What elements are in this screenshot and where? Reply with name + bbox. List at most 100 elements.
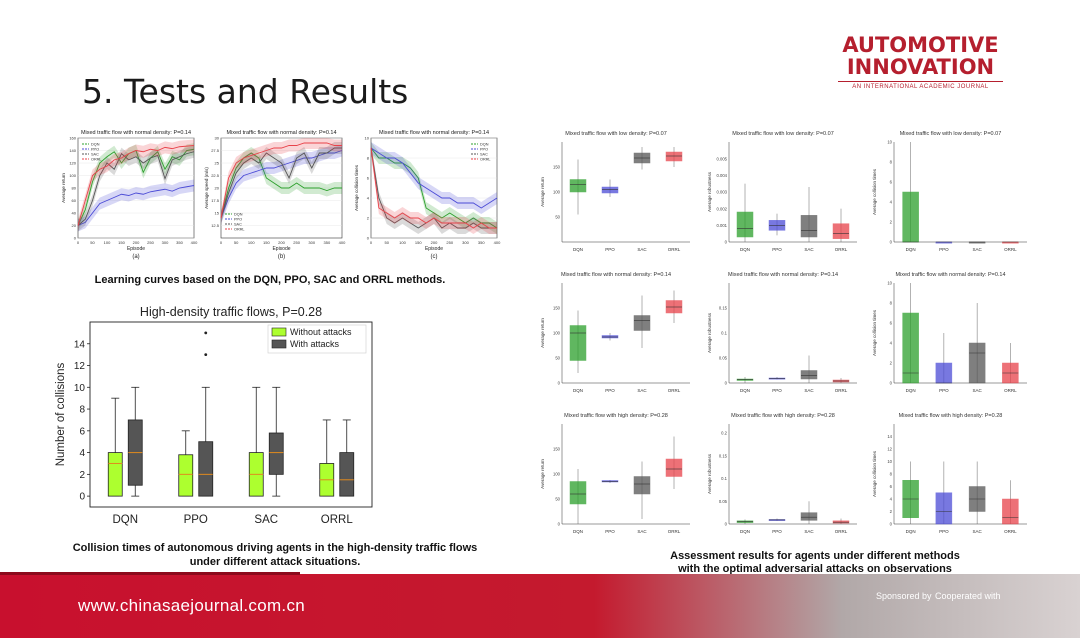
panel-label: (a)	[132, 254, 139, 260]
legend-label: SAC	[91, 153, 99, 157]
y-tick-label: 4	[79, 448, 85, 459]
y-tick-label: 6	[890, 321, 893, 326]
box-ppo	[935, 362, 953, 384]
x-tick-label: SAC	[972, 247, 982, 252]
y-tick-label: 10	[887, 459, 892, 464]
box-sac-with	[268, 432, 284, 475]
panel-label: (b)	[278, 254, 285, 260]
y-tick-label: 0.003	[717, 190, 728, 195]
x-tick-label: SAC	[972, 529, 982, 534]
y-tick-label: 0.004	[717, 173, 728, 178]
assessment-caption-line-2: with the optimal adversarial attacks on …	[678, 563, 952, 574]
chart-title: Mixed traffic flow with normal density: …	[728, 272, 838, 278]
box-dqn-without	[107, 452, 123, 497]
x-tick-label: DQN	[112, 514, 138, 526]
legend-label: With attacks	[290, 339, 340, 349]
chart-title: Mixed traffic flow with normal density: …	[895, 272, 1005, 278]
y-tick-label: 0.1	[721, 331, 727, 336]
chart-title: Mixed traffic flow with normal density: …	[226, 130, 336, 136]
collision-caption-line-2: under different attack situations.	[189, 556, 361, 568]
chart-title: Mixed traffic flow with high density: P=…	[564, 413, 668, 419]
y-tick-label: 4	[890, 497, 893, 502]
assessment-chart-high-return: Mixed traffic flow with high density: P=…	[540, 413, 690, 534]
series-band-orrl	[78, 139, 194, 232]
series-band-sac	[221, 142, 342, 224]
series-band-ppo	[221, 144, 342, 224]
y-tick-label: 10	[887, 140, 892, 145]
high-density-collision-boxplot: High-density traffic flows, P=0.28 0 2 4 6 8 1…	[55, 305, 373, 526]
footer-bar	[0, 574, 1080, 638]
y-tick-label: 0	[890, 381, 893, 386]
y-tick-label: 50	[555, 356, 560, 361]
x-tick-label: 50	[234, 240, 239, 245]
box-sac	[800, 215, 818, 238]
x-tick-label: PPO	[939, 247, 949, 252]
y-tick-label: 14	[887, 434, 892, 439]
y-tick-label: 20	[215, 186, 220, 191]
assessment-chart-low-return: Mixed traffic flow with low density: P=0…	[540, 131, 690, 252]
y-tick-label: 14	[74, 339, 86, 350]
legend-label: SAC	[234, 223, 242, 227]
x-tick-label: ORRL	[835, 247, 848, 252]
x-tick-label: 250	[293, 240, 300, 245]
y-axis-label: Average return	[61, 173, 66, 203]
x-tick-label: ORRL	[835, 388, 848, 393]
legend-label: ORRL	[480, 158, 491, 162]
y-tick-label: 8	[890, 160, 893, 165]
y-tick-label: 150	[553, 306, 561, 311]
legend-label: DQN	[234, 213, 243, 217]
y-tick-label: 0.05	[719, 499, 728, 504]
assessment-chart-normal-robustness: Mixed traffic flow with normal density: …	[707, 272, 857, 393]
series-band-ppo	[371, 142, 497, 214]
y-tick-label: 0	[558, 522, 561, 527]
box-dqn	[902, 312, 919, 384]
x-tick-label: ORRL	[668, 529, 681, 534]
y-tick-label: 10	[74, 383, 86, 394]
x-tick-label: 300	[162, 240, 169, 245]
x-tick-label: 350	[478, 240, 485, 245]
y-tick-label: 17.5	[211, 198, 220, 203]
y-tick-label: 50	[555, 497, 560, 502]
y-tick-label: 6	[367, 176, 370, 181]
x-tick-label: ORRL	[321, 514, 354, 526]
box-ppo-with	[198, 441, 214, 497]
y-tick-label: 0	[890, 240, 893, 245]
y-axis-label: Average speed (m/s)	[204, 167, 209, 209]
y-tick-label: 50	[555, 215, 560, 220]
x-tick-label: ORRL	[835, 529, 848, 534]
y-axis-label: Number of collisions	[55, 362, 67, 466]
y-tick-label: 8	[890, 472, 893, 477]
assessment-chart-high-collision: Mixed traffic flow with high density: P=…	[872, 413, 1027, 534]
footer-accent-stripe	[0, 572, 300, 575]
y-axis-label: Average return	[540, 459, 545, 489]
x-tick-label: PPO	[605, 388, 615, 393]
y-tick-label: 0	[725, 522, 728, 527]
series-band-orrl	[371, 142, 497, 234]
x-tick-label: 50	[385, 240, 390, 245]
y-tick-label: 100	[553, 331, 561, 336]
legend-label: DQN	[480, 143, 489, 147]
series-band-dqn	[78, 143, 194, 232]
legend-label: ORRL	[234, 228, 245, 232]
x-tick-label: 350	[324, 240, 331, 245]
x-tick-label: 250	[147, 240, 154, 245]
box-dqn	[736, 211, 754, 238]
y-tick-label: 22.5	[211, 173, 220, 178]
x-tick-label: SAC	[254, 514, 278, 526]
x-tick-label: 400	[191, 240, 198, 245]
chart-title: High-density traffic flows, P=0.28	[140, 305, 322, 319]
y-tick-label: 0	[367, 236, 370, 241]
series-line-sac	[220, 147, 342, 219]
y-tick-label: 0.05	[719, 356, 728, 361]
x-tick-label: 0	[77, 240, 80, 245]
x-tick-label: ORRL	[1004, 388, 1017, 393]
y-tick-label: 2	[890, 509, 893, 514]
x-tick-label: 400	[339, 240, 346, 245]
x-axis-label: Episode	[425, 246, 443, 252]
box-ppo	[935, 492, 953, 525]
learning-curve-chart-c: Mixed traffic flow with normal density: …	[354, 130, 501, 260]
x-tick-label: 200	[431, 240, 438, 245]
chart-title: Mixed traffic flow with low density: P=0…	[900, 131, 1002, 137]
x-tick-label: DQN	[740, 529, 750, 534]
x-tick-label: DQN	[906, 388, 916, 393]
